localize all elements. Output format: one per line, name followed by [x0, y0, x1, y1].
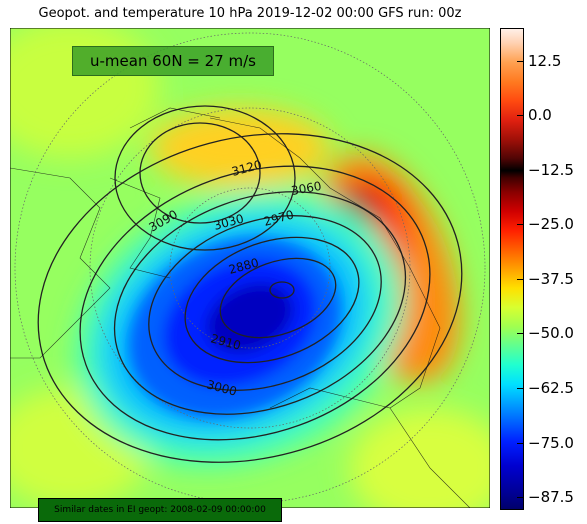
colorbar-tick-label: −25.0: [528, 215, 574, 234]
colorbar-tick: [517, 388, 523, 389]
colorbar-tick-label: −62.5: [528, 379, 574, 397]
colorbar-tick-label: −37.5: [528, 269, 574, 288]
colorbar-tick: [517, 333, 523, 335]
colorbar-tick-label: −12.5: [528, 160, 574, 179]
colorbar-tick: [517, 60, 523, 62]
colorbar-tick: [517, 224, 523, 226]
colorbar-tick: [517, 497, 523, 499]
colorbar-tick-label: −87.5: [528, 488, 574, 507]
colorbar-tick-label: −75.0: [528, 433, 574, 452]
contour-label: 3060: [290, 179, 323, 198]
footer: Similar dates in EI geopt: 2008-02-09 00…: [38, 498, 282, 522]
map: 3120 3060 3030 2970 3090 2880 2910 3000: [10, 28, 490, 508]
title: Geopot. and temperature 10 hPa 2019-12-0…: [38, 6, 462, 21]
annotation: u-mean 60N = 27 m/s: [72, 46, 274, 76]
colorbar-tick-label: 12.5: [528, 51, 562, 70]
colorbar-tick-label: −50.0: [528, 324, 574, 343]
colorbar-tick: [517, 278, 523, 280]
colorbar-tick: [517, 442, 523, 444]
colorbar-tick-label: 0.0: [528, 106, 552, 125]
colorbar-tick: [517, 115, 523, 117]
colorbar: [500, 28, 524, 510]
colorbar-tick: [517, 169, 523, 171]
